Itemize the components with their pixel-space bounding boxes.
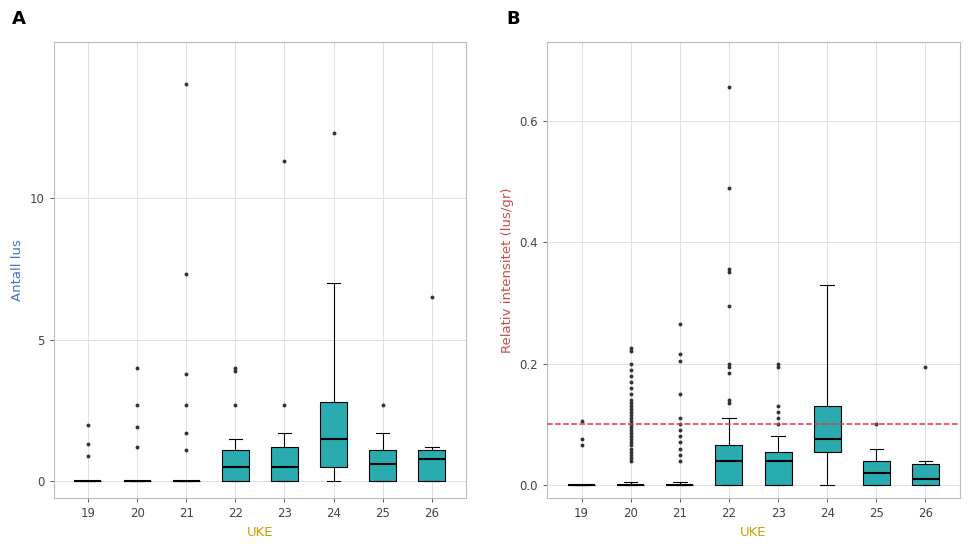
Text: B: B <box>506 10 519 28</box>
PathPatch shape <box>419 450 446 481</box>
PathPatch shape <box>814 406 841 452</box>
X-axis label: UKE: UKE <box>740 526 767 539</box>
Y-axis label: Relativ intensitet (lus/gr): Relativ intensitet (lus/gr) <box>501 188 514 353</box>
Y-axis label: Antall lus: Antall lus <box>11 239 24 301</box>
PathPatch shape <box>863 461 889 485</box>
PathPatch shape <box>912 464 939 485</box>
PathPatch shape <box>221 450 249 481</box>
PathPatch shape <box>271 447 298 481</box>
PathPatch shape <box>716 446 743 485</box>
PathPatch shape <box>320 402 347 467</box>
X-axis label: UKE: UKE <box>247 526 273 539</box>
PathPatch shape <box>369 450 396 481</box>
PathPatch shape <box>764 452 791 485</box>
Text: A: A <box>13 10 26 28</box>
